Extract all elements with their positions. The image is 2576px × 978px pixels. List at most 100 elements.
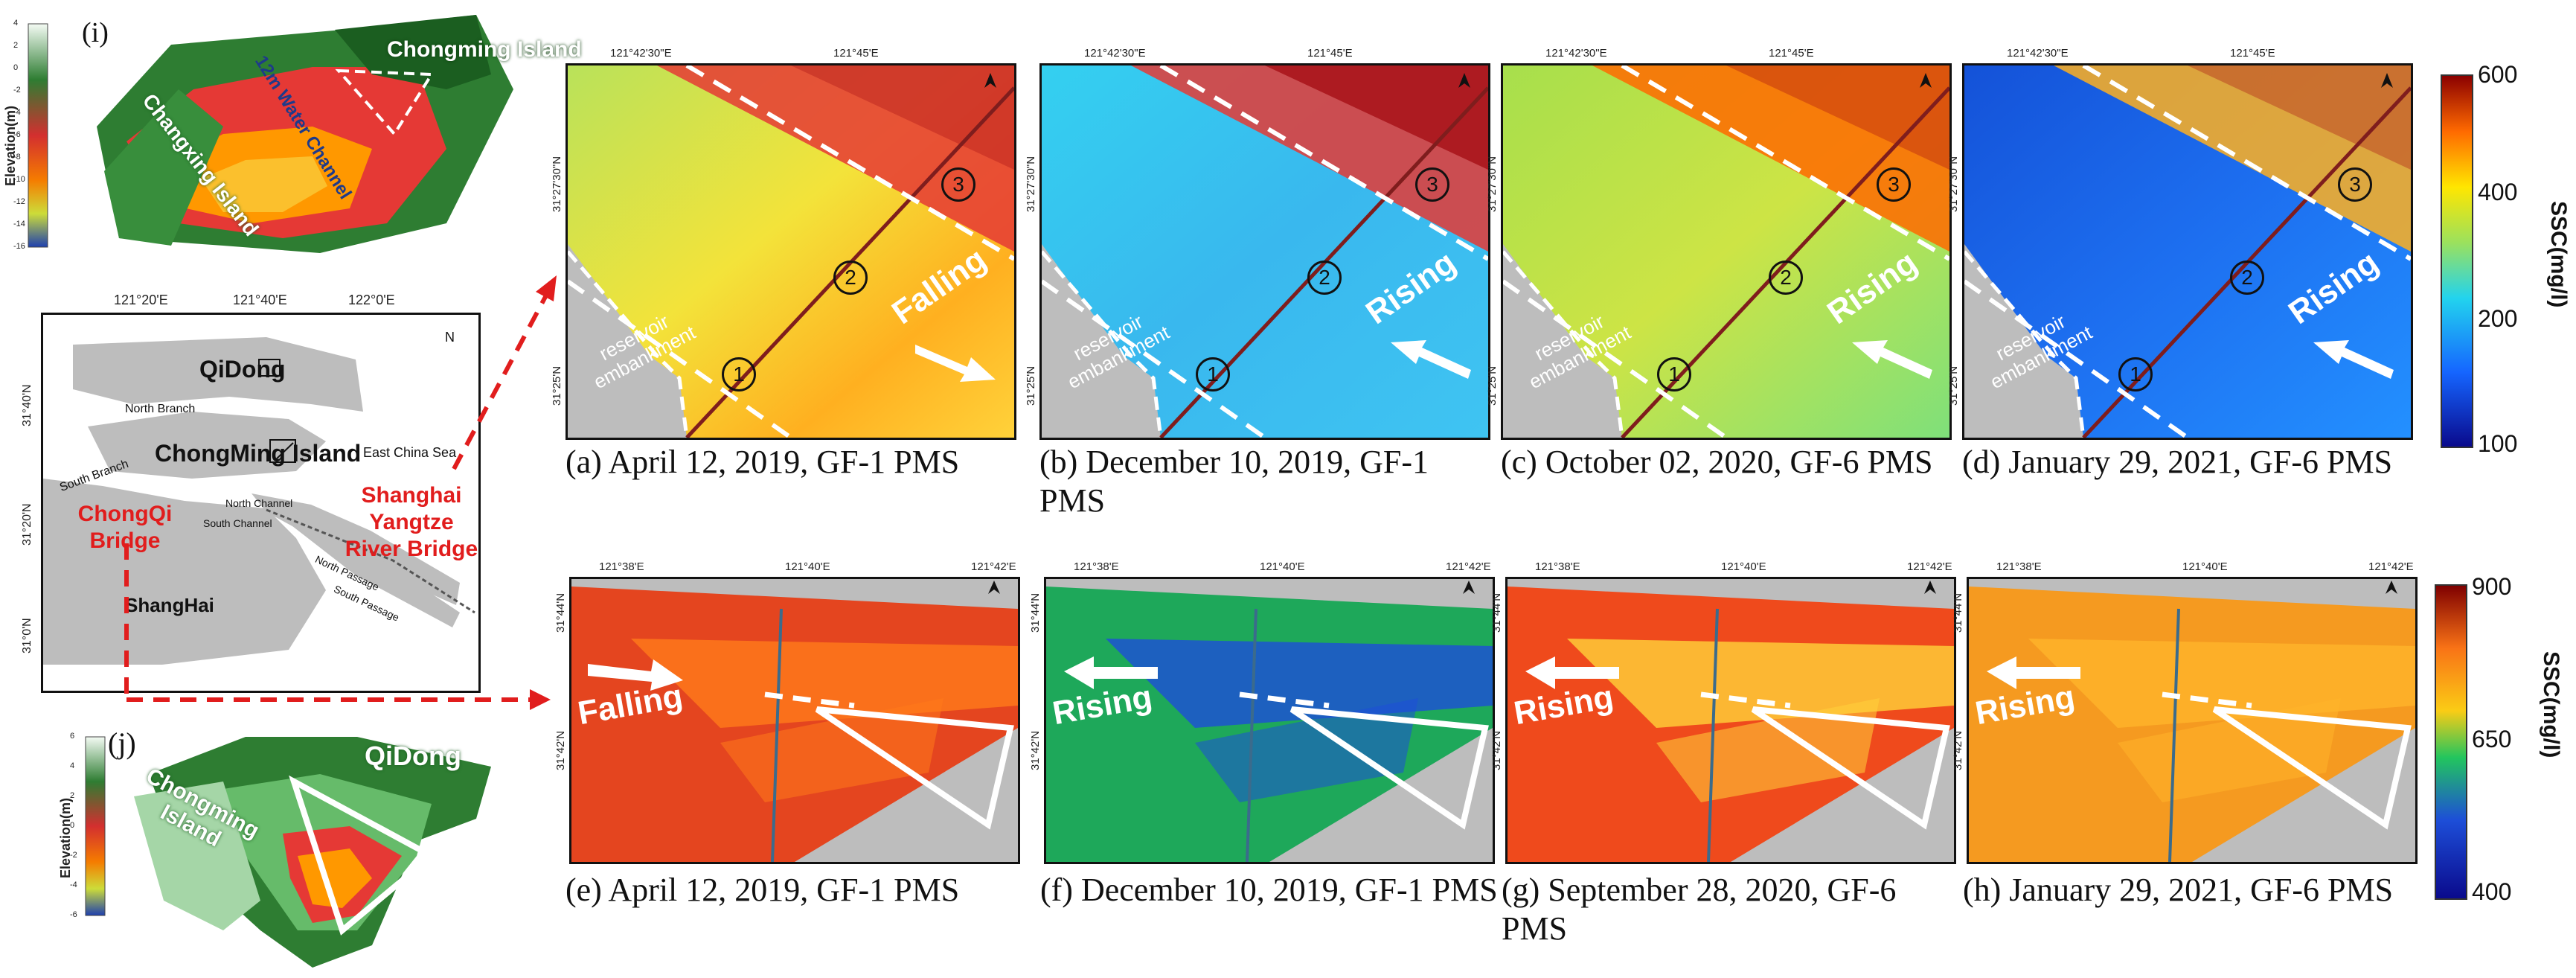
dem-i-elevation-tick: -12 <box>13 197 25 206</box>
dem-i-figure: (i) Elevation(m) 4 2 0 -2 -4 -6 -8 -10 -12 -14 -16… <box>0 0 582 283</box>
dem-i-elevation-tick: -16 <box>13 242 25 251</box>
map-place-north-branch: North Branch <box>125 403 196 415</box>
lon-tick-label: 121°40'E <box>2182 560 2228 573</box>
ssc-panel-bottom-3 <box>1505 577 1956 864</box>
flow-arrow-up-left-icon <box>1389 339 1471 383</box>
dem-i-elevation-tick: -4 <box>13 108 21 117</box>
bridge-position-marker-3: 3 <box>1415 167 1449 202</box>
map-bridge-chongqi: ChongQi Bridge <box>77 502 173 553</box>
bottom-colorbar-title: SSC(mg/l) <box>2539 651 2563 758</box>
dem-i-panel-label: (i) <box>82 17 109 48</box>
bridge-position-marker-2: 2 <box>2230 261 2264 295</box>
ssc-panel-top-2 <box>1039 63 1490 440</box>
map-lon-tick: 121°40'E <box>233 293 287 307</box>
lon-tick-label: 121°42'30"E <box>610 47 672 60</box>
bottom-colorbar-tick: 900 <box>2472 573 2512 600</box>
ssc-map <box>1964 65 2411 438</box>
location-map-shapes <box>43 337 475 665</box>
map-bridge-shanghai-yangtze: Shanghai Yangtze River Bridge <box>345 483 478 561</box>
lat-tick-label: 31°42'N <box>1490 730 1503 770</box>
dem-j-elevation-tick: 0 <box>70 821 75 830</box>
bottom-colorbar-tick: 650 <box>2472 726 2512 752</box>
lon-tick-label: 121°42'E <box>1907 560 1952 573</box>
lat-tick-label: 31°25'N <box>1025 365 1037 406</box>
map-north-symbol: N <box>445 330 455 345</box>
map-lon-tick: 122°0'E <box>348 293 395 307</box>
dem-i-elevation-tick: -6 <box>13 130 21 139</box>
top-colorbar-title: SSC(mg/l) <box>2546 201 2571 308</box>
flow-arrow-left-icon <box>1985 655 2082 692</box>
lat-tick-label: 31°25'N <box>1947 365 1960 406</box>
flow-arrow-up-left-icon <box>1851 339 1932 383</box>
map-place-south-channel: South Channel <box>203 517 272 529</box>
ssc-panel-top-3 <box>1501 63 1952 440</box>
panel-caption: (a) April 12, 2019, GF-1 PMS <box>565 444 960 480</box>
flow-arrow-left-icon <box>1524 655 1621 692</box>
lat-tick-label: 31°27'30"N <box>1947 156 1960 212</box>
dem-j-place-qidong: QiDong <box>365 741 461 771</box>
ssc-panel-bottom-4 <box>1967 577 2418 864</box>
map-place-shanghai: ShangHai <box>125 594 214 616</box>
map-lat-tick: 31°40'N <box>21 384 33 426</box>
ssc-map <box>1046 581 1493 862</box>
lon-tick-label: 121°40'E <box>785 560 830 573</box>
dem-j-elevation-tick: -6 <box>70 910 77 919</box>
lon-tick-label: 121°42'E <box>2368 560 2414 573</box>
dem-j-elevation-tick: 4 <box>70 761 75 770</box>
map-place-east-china-sea: East China Sea <box>363 445 457 460</box>
lon-tick-label: 121°42'E <box>971 560 1016 573</box>
dem-j-elevation-tick: 2 <box>70 791 75 800</box>
lat-tick-label: 31°27'30"N <box>1025 156 1037 212</box>
dem-i-elevation-tick: 2 <box>13 41 19 50</box>
bridge-position-marker-3: 3 <box>2338 167 2372 202</box>
ssc-map <box>1508 581 1954 862</box>
lon-tick-label: 121°38'E <box>599 560 644 573</box>
bottom-colorbar <box>2435 584 2467 900</box>
map-lat-tick: 31°0'N <box>21 618 33 653</box>
ssc-map <box>568 65 1014 438</box>
lon-tick-label: 121°42'30"E <box>1084 47 1146 60</box>
dem-i-surface <box>28 15 513 253</box>
dem-j-elevation-tick: -2 <box>70 851 77 860</box>
location-map: 121°20'E 121°40'E 122°0'E 31°40'N 31°20'… <box>21 293 481 693</box>
lat-tick-label: 31°42'N <box>554 730 567 770</box>
dem-j-surface <box>85 736 491 968</box>
flow-arrow-right-icon <box>588 655 685 692</box>
panel-caption: (d) January 29, 2021, GF-6 PMS <box>1962 444 2393 480</box>
lat-tick-label: 31°44'N <box>1952 592 1964 633</box>
bridge-position-marker-3: 3 <box>1877 167 1911 202</box>
flow-arrow-up-left-icon <box>2312 339 2394 383</box>
lat-tick-label: 31°25'N <box>1486 365 1499 406</box>
lat-tick-label: 31°27'30"N <box>551 156 563 212</box>
dem-j-elevation-tick: -4 <box>70 880 77 889</box>
bridge-position-marker-2: 2 <box>1769 261 1803 295</box>
panel-caption: (c) October 02, 2020, GF-6 PMS <box>1501 444 1933 480</box>
map-place-north-channel: North Channel <box>225 497 293 509</box>
lon-tick-label: 121°45'E <box>833 47 879 60</box>
bottom-colorbar-tick: 400 <box>2472 878 2512 905</box>
lon-tick-label: 121°40'E <box>1721 560 1766 573</box>
lon-tick-label: 121°38'E <box>1535 560 1580 573</box>
lat-tick-label: 31°42'N <box>1952 730 1964 770</box>
lon-tick-label: 121°42'30"E <box>1545 47 1607 60</box>
bridge-position-marker-1: 1 <box>2118 357 2153 391</box>
top-colorbar-tick: 400 <box>2478 179 2518 205</box>
dem-j-panel-label: (j) <box>108 726 136 760</box>
ssc-map <box>571 581 1018 862</box>
map-lon-tick: 121°20'E <box>114 293 168 307</box>
top-colorbar-tick: 100 <box>2478 430 2518 457</box>
map-place-qidong: QiDong <box>199 356 286 383</box>
dem-i-elevation-tick: -10 <box>13 175 25 184</box>
ssc-map <box>1042 65 1488 438</box>
lat-tick-label: 31°44'N <box>1490 592 1503 633</box>
lat-tick-label: 31°25'N <box>551 365 563 406</box>
lon-tick-label: 121°45'E <box>2230 47 2275 60</box>
lat-tick-label: 31°44'N <box>554 592 567 633</box>
map-lat-tick: 31°20'N <box>21 503 33 546</box>
ssc-panel-top-1 <box>565 63 1016 440</box>
dem-i-axis-title: Elevation(m) <box>3 105 18 186</box>
dem-j-figure: (j) Elevation(m) 6 4 2 0 -2 -4 -6 QiDong Chong… <box>0 707 536 974</box>
dem-i-elevation-tick: -8 <box>13 153 21 162</box>
bridge-position-marker-1: 1 <box>1657 357 1691 391</box>
panel-caption: (b) December 10, 2019, GF-1 PMS <box>1039 444 1429 519</box>
